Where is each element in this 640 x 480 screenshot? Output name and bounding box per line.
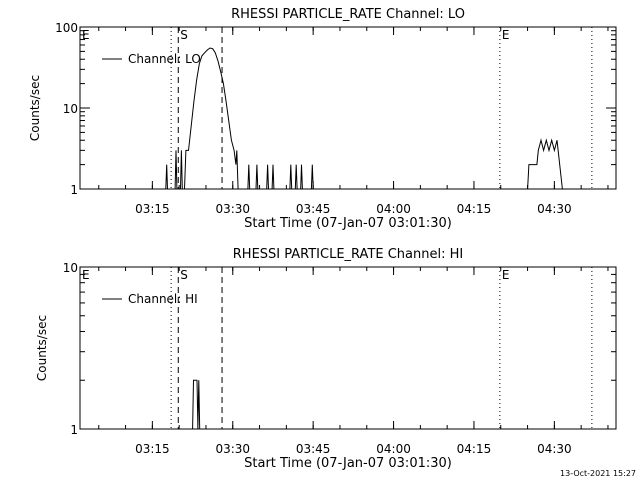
plot-frame [79,266,617,430]
y-tick-label: 10 [63,261,78,275]
marker-label: E [82,268,90,282]
x-tick-label: 03:30 [215,442,250,456]
y-tick-label: 10 [63,102,78,116]
x-tick-label: 03:30 [215,202,250,216]
y-tick-label: 100 [55,21,78,35]
series-line [165,47,563,190]
marker-label: E [502,268,510,282]
x-axis-label: Start Time (07-Jan-07 03:01:30) [244,456,452,471]
marker-label: S [180,28,188,42]
marker-label: E [502,28,510,42]
x-tick-label: 04:00 [376,442,411,456]
hi-channel-panel: RHESSI PARTICLE_RATE Channel: HI 1 10 03:15… [35,247,617,471]
x-tick-label: 03:15 [135,442,170,456]
x-tick-label: 04:15 [457,442,492,456]
y-axis-label: Counts/sec [35,315,49,381]
timestamp-label: 13-Oct-2021 15:27 [560,469,636,478]
x-tick-label: 04:30 [537,442,572,456]
x-axis-label: Start Time (07-Jan-07 03:01:30) [244,216,452,231]
x-tick-label: 03:45 [296,442,331,456]
chart-title: RHESSI PARTICLE_RATE Channel: LO [231,7,465,22]
x-tick-label: 04:15 [457,202,492,216]
marker-label: E [82,28,90,42]
lo-channel-panel: RHESSI PARTICLE_RATE Channel: LO 1 10 100 03… [28,7,617,231]
x-tick-label: 03:15 [135,202,170,216]
chart-title: RHESSI PARTICLE_RATE Channel: HI [233,247,463,262]
y-axis-label: Counts/sec [28,75,42,141]
y-tick-label: 1 [70,423,78,437]
x-tick-label: 04:30 [537,202,572,216]
x-tick-label: 04:00 [376,202,411,216]
series-line [192,379,201,430]
marker-label: S [180,268,188,282]
legend-label: Channel: LO [128,52,201,66]
legend-label: Channel: HI [128,292,198,306]
y-tick-label: 1 [70,183,78,197]
x-tick-label: 03:45 [296,202,331,216]
